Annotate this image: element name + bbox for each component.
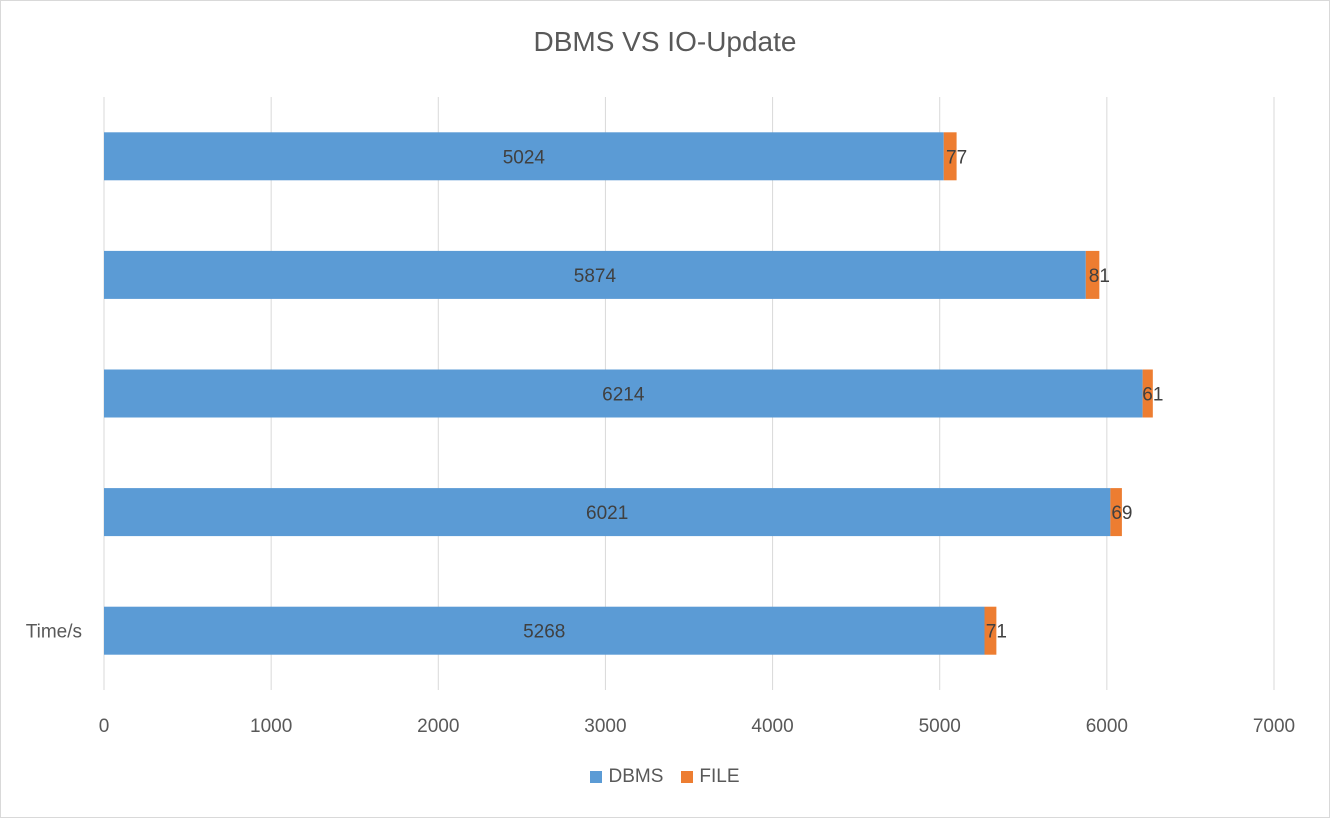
x-tick-label-4: 4000 <box>751 716 793 737</box>
x-tick-label-2: 2000 <box>417 716 459 737</box>
data-label-file-2: 61 <box>1142 385 1163 406</box>
bar-file-3 <box>1085 250 1100 299</box>
data-label-dbms-3: 5874 <box>574 266 617 287</box>
legend-swatch-file <box>681 771 694 783</box>
data-label-dbms-2: 6214 <box>602 385 645 406</box>
bar-dbms-2 <box>104 369 1143 418</box>
bar-file-1 <box>1110 488 1122 537</box>
data-label-file-4: 77 <box>946 147 967 168</box>
bar-dbms-1 <box>104 488 1111 537</box>
x-tick-label-0: 0 <box>99 716 110 737</box>
bar-dbms-4 <box>104 132 944 181</box>
legend: DBMS FILE <box>0 766 1330 788</box>
x-tick-label-7: 7000 <box>1253 716 1295 737</box>
bar-file-0 <box>984 606 997 655</box>
bar-dbms-0 <box>104 606 985 655</box>
bar-file-2 <box>1142 369 1153 418</box>
legend-swatch-dbms <box>590 771 603 783</box>
x-tick-label-6: 6000 <box>1086 716 1128 737</box>
x-tick-label-1: 1000 <box>250 716 292 737</box>
legend-item-dbms: DBMS <box>590 766 663 788</box>
x-tick-label-3: 3000 <box>584 716 626 737</box>
x-tick-label-5: 5000 <box>919 716 961 737</box>
bar-file-4 <box>943 132 957 181</box>
chart-title: DBMS VS IO-Update <box>533 26 797 57</box>
legend-label-file: FILE <box>699 766 740 787</box>
legend-label-dbms: DBMS <box>608 766 664 787</box>
data-label-file-0: 71 <box>986 622 1007 643</box>
category-label-0: Time/s <box>26 622 82 643</box>
data-label-file-3: 81 <box>1089 266 1110 287</box>
data-label-dbms-4: 5024 <box>503 147 546 168</box>
data-label-dbms-0: 5268 <box>523 622 565 643</box>
data-label-file-1: 69 <box>1111 503 1132 524</box>
bar-dbms-3 <box>104 250 1086 299</box>
legend-item-file: FILE <box>681 766 740 788</box>
data-label-dbms-1: 6021 <box>586 503 628 524</box>
